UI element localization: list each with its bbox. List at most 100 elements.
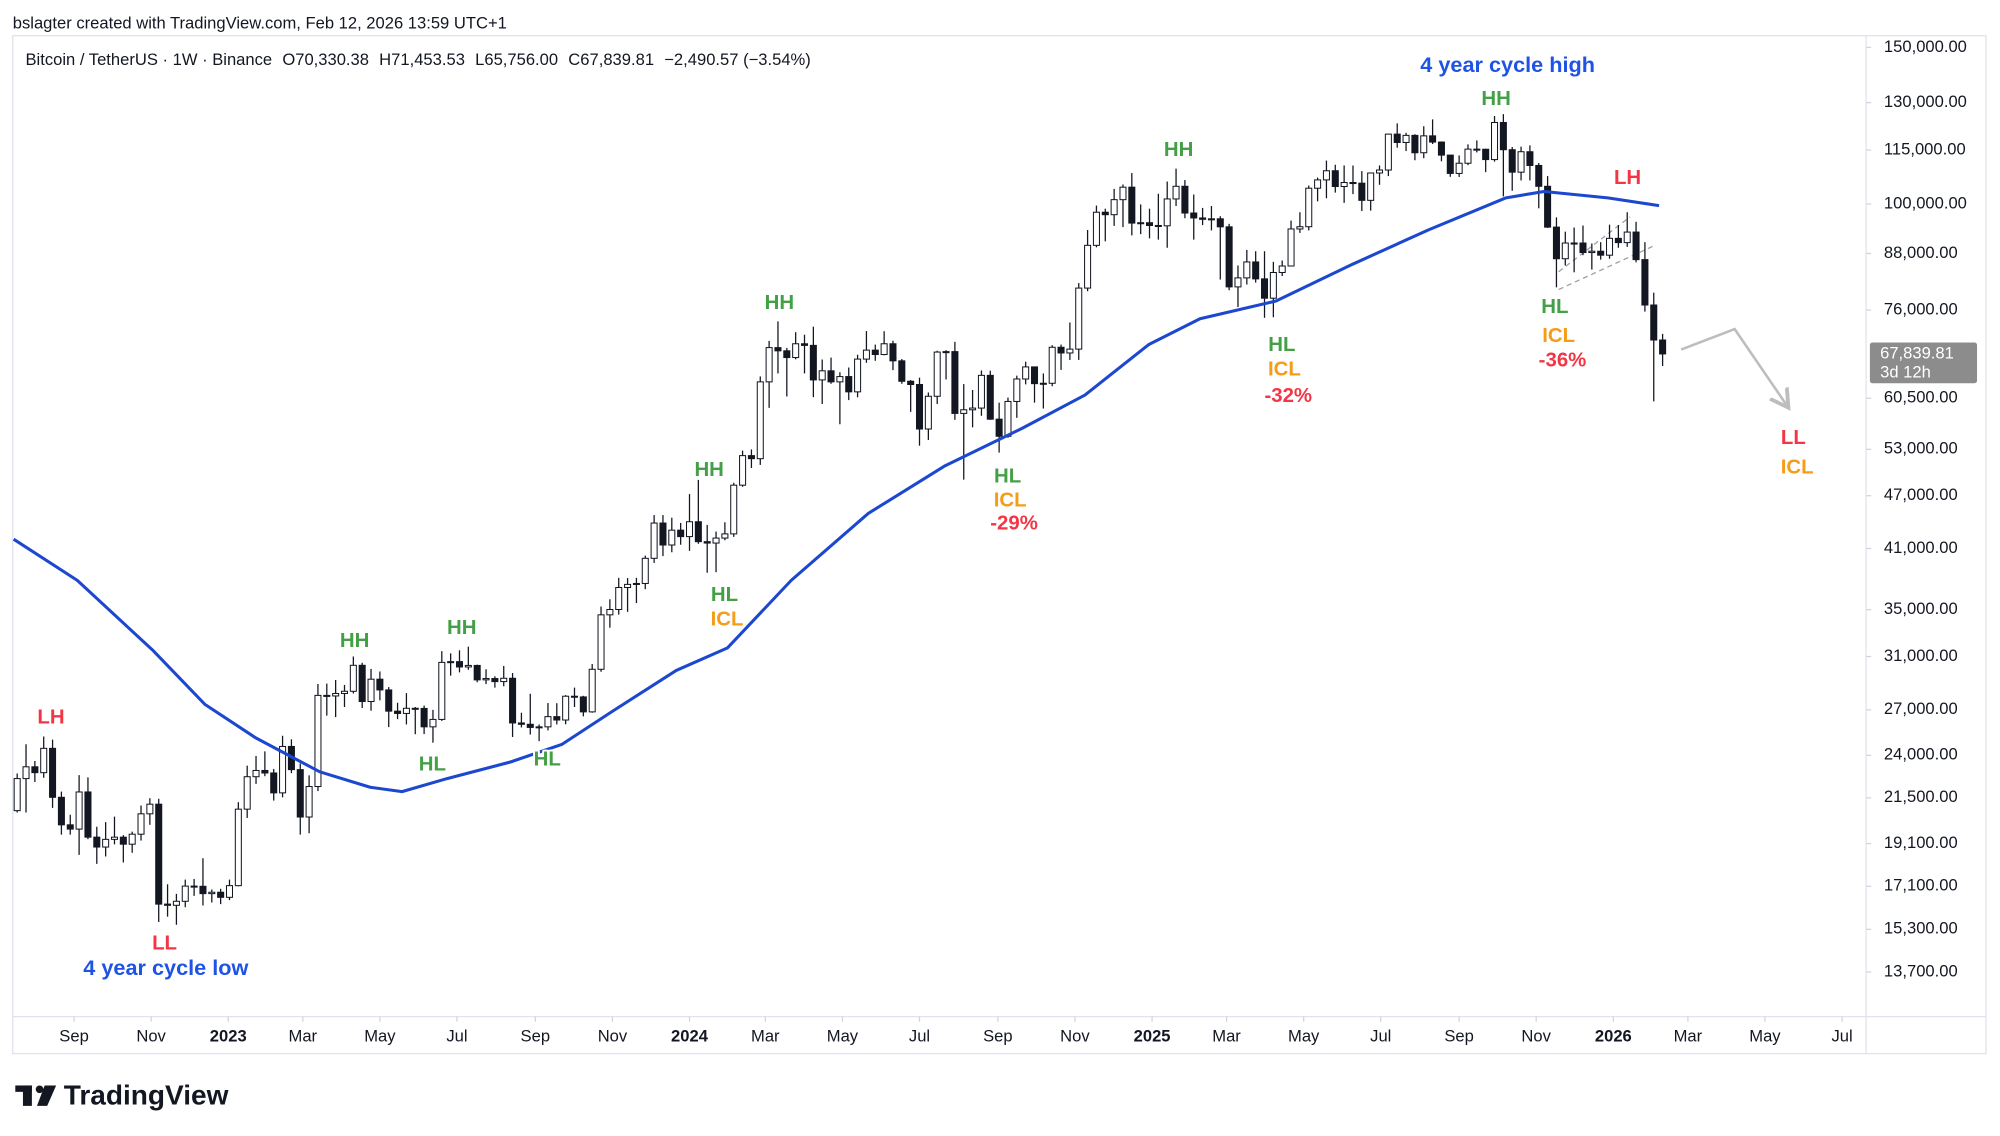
candle-body (1084, 244, 1092, 289)
candle-body (1296, 226, 1304, 230)
candle-body (84, 791, 92, 838)
x-tick-label: Sep (1444, 1026, 1474, 1045)
candle-body (933, 351, 941, 397)
candle-body (1004, 400, 1012, 437)
annotation: -29% (990, 513, 1038, 535)
candle-body (624, 583, 632, 589)
candle-body (606, 608, 614, 616)
candle-body (1269, 271, 1277, 299)
x-tick-label: Nov (136, 1026, 166, 1045)
candle-body (66, 824, 74, 830)
y-tick-label: 76,000.00 (1884, 299, 1958, 318)
candle-body (535, 726, 543, 729)
candle-body (1464, 148, 1472, 164)
candle-body (500, 677, 508, 683)
candle-body (1437, 141, 1445, 156)
candle-body (447, 661, 455, 664)
candle-body (1048, 346, 1056, 384)
candle-body (1225, 226, 1233, 288)
candle-body (1119, 186, 1127, 201)
annotation: HH (694, 459, 723, 481)
candle-body (765, 347, 773, 383)
candle-body (1278, 265, 1286, 274)
x-tick-label: Jul (1831, 1026, 1852, 1045)
candle-body (279, 745, 287, 794)
candle-body (1508, 149, 1516, 173)
candle-body (1110, 199, 1118, 216)
annotation: HH (1481, 88, 1510, 110)
annotation: 4 year cycle low (83, 955, 248, 980)
annotation: LH (37, 707, 64, 729)
candle-body (889, 343, 897, 362)
candle-body (252, 769, 260, 778)
candle-body (155, 803, 163, 905)
candle-body (915, 383, 924, 430)
last-price-background (1869, 342, 1978, 384)
bar-countdown: 3d 12h (1880, 362, 1931, 381)
annotation: LL (1781, 427, 1806, 449)
candle-body (862, 349, 870, 360)
candle-body (1384, 133, 1392, 171)
x-tick-label: May (1288, 1026, 1320, 1045)
candle-body (172, 900, 180, 906)
candle-body (1092, 211, 1100, 246)
ohlc-value: −2,490.57 (−3.54%) (664, 51, 811, 70)
candle-body (1137, 222, 1145, 225)
candle-body (225, 885, 234, 898)
y-tick-label: 17,100.00 (1884, 876, 1958, 895)
candle-body (977, 374, 985, 409)
candle-body (756, 381, 764, 460)
ohlc-value: C67,839.81 (568, 51, 654, 70)
ohlc-value: L65,756.00 (475, 51, 558, 70)
candle-body (438, 661, 446, 720)
symbol-legend: Bitcoin / TetherUS · 1W · Binance O70,330… (26, 51, 811, 70)
annotation: ICL (994, 490, 1027, 512)
candle-body (1482, 148, 1490, 161)
x-tick-label: Mar (1674, 1026, 1703, 1045)
y-tick-label: 31,000.00 (1884, 646, 1958, 665)
y-tick-label: 35,000.00 (1884, 599, 1958, 618)
candle-body (110, 836, 119, 840)
annotation: -32% (1264, 385, 1312, 407)
candle-body (1552, 226, 1560, 260)
annotation: HH (447, 617, 476, 639)
candle-body (208, 891, 216, 895)
candle-body (730, 484, 738, 535)
candle-body (181, 885, 189, 902)
candle-body (871, 349, 879, 356)
candle-body (818, 370, 826, 381)
candle-body (1491, 121, 1499, 161)
candle-body (1588, 250, 1596, 254)
candle-body (1606, 237, 1614, 256)
candle-body (517, 722, 525, 725)
candle-body (358, 664, 366, 703)
moving-average (12, 189, 1660, 794)
candle-body (128, 833, 136, 845)
annotation: 4 year cycle high (1420, 52, 1595, 77)
candle-body (305, 786, 313, 818)
candle-body (217, 891, 225, 898)
symbol-name: Bitcoin / TetherUS · 1W · Binance (26, 51, 273, 70)
candle-body (641, 557, 649, 584)
candle-body (668, 529, 676, 546)
candle-body (553, 716, 561, 721)
candle-body (880, 343, 888, 356)
candle-body (349, 664, 357, 692)
candle-body (1022, 366, 1030, 380)
candle-body (544, 716, 552, 728)
candle-body (1429, 135, 1437, 143)
candle-body (1411, 134, 1419, 154)
x-tick-label: Mar (751, 1026, 780, 1045)
x-tick-label: Mar (289, 1026, 318, 1045)
candle-body (1075, 287, 1083, 350)
candle-body (13, 778, 21, 812)
x-tick-label: May (1749, 1026, 1781, 1045)
candle-body (747, 455, 755, 460)
candle-body (1517, 151, 1525, 173)
candle-body (464, 664, 472, 668)
y-tick-label: 24,000.00 (1884, 745, 1958, 764)
candle-body (420, 707, 428, 728)
x-tick-label: Sep (59, 1026, 89, 1045)
candle-body (1216, 218, 1224, 228)
candle-body (1420, 135, 1428, 154)
